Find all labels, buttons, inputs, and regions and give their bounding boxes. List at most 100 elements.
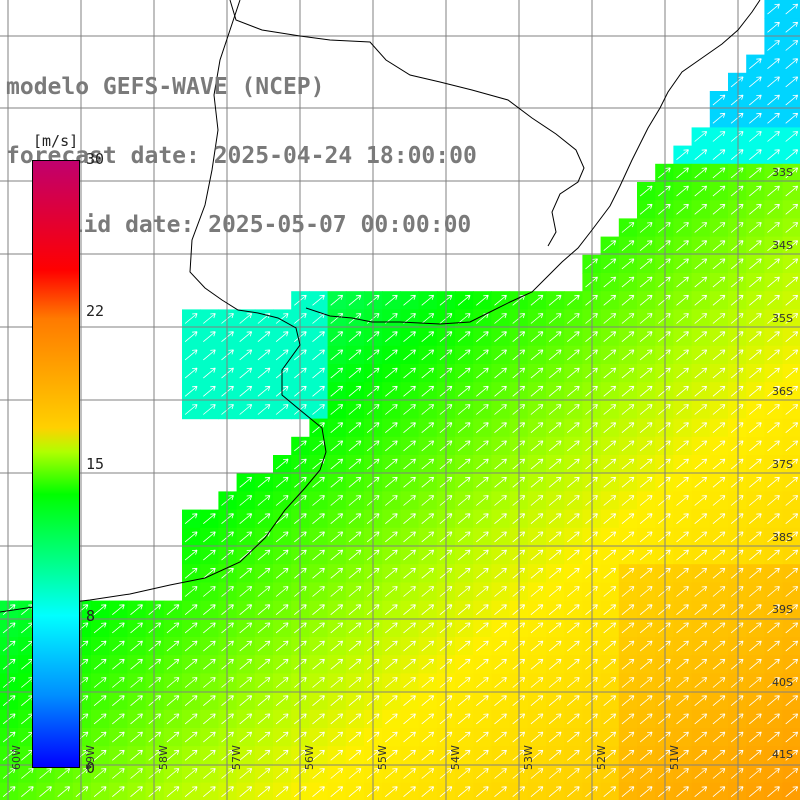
wind-arrow xyxy=(494,422,507,434)
field-cell xyxy=(418,491,438,511)
wind-arrow xyxy=(749,76,762,88)
wind-arrow xyxy=(730,495,744,506)
field-cell xyxy=(746,509,765,529)
field-cell xyxy=(746,400,765,420)
field-cell xyxy=(691,655,711,674)
field-cell xyxy=(600,455,620,474)
wind-arrow xyxy=(749,513,762,525)
wind-arrow xyxy=(603,349,617,361)
wind-arrow xyxy=(312,495,325,506)
field-cell xyxy=(182,564,201,583)
field-cell xyxy=(400,527,420,547)
field-cell xyxy=(418,546,438,565)
wind-arrow xyxy=(785,458,799,470)
wind-arrow xyxy=(730,458,744,470)
wind-arrow xyxy=(767,3,780,15)
wind-arrow xyxy=(275,749,289,761)
field-cell xyxy=(709,382,729,401)
wind-arrow xyxy=(421,640,435,652)
field-cell xyxy=(746,218,765,238)
field-cell xyxy=(309,418,329,438)
field-cell xyxy=(637,200,656,219)
wind-arrow xyxy=(712,476,726,488)
field-cell xyxy=(236,527,256,547)
field-cell xyxy=(600,345,620,365)
field-cell xyxy=(218,527,238,547)
field-cell xyxy=(709,436,729,456)
field-cell xyxy=(309,709,329,729)
wind-arrow xyxy=(785,349,799,361)
field-cell xyxy=(673,728,693,747)
wind-arrow xyxy=(257,567,271,579)
field-cell xyxy=(691,709,711,729)
wind-arrow xyxy=(421,313,435,324)
wind-arrow xyxy=(658,586,671,597)
field-cell xyxy=(182,655,201,674)
wind-arrow xyxy=(694,622,708,634)
wind-arrow xyxy=(203,622,216,634)
wind-arrow xyxy=(712,658,726,670)
wind-arrow xyxy=(530,731,544,743)
wind-arrow xyxy=(639,331,653,343)
wind-arrow xyxy=(567,422,580,434)
wind-arrow xyxy=(403,713,416,725)
field-cell xyxy=(200,728,219,747)
field-cell xyxy=(764,72,784,92)
field-cell xyxy=(746,600,765,620)
wind-arrow xyxy=(548,476,562,488)
wind-arrow xyxy=(548,549,562,561)
wind-arrow xyxy=(385,604,398,616)
wind-arrow xyxy=(403,531,416,543)
wind-arrow xyxy=(421,786,435,798)
field-cell xyxy=(345,527,365,547)
field-cell xyxy=(746,163,765,183)
field-cell xyxy=(691,345,711,365)
wind-arrow xyxy=(658,276,671,288)
lat-label-40s: 40S xyxy=(772,676,793,689)
field-cell xyxy=(291,673,310,693)
field-cell xyxy=(546,709,565,729)
field-cell xyxy=(746,764,765,784)
wind-arrow xyxy=(621,349,635,361)
wind-arrow xyxy=(676,440,689,452)
wind-arrow xyxy=(749,731,762,743)
wind-arrow xyxy=(275,549,289,561)
field-cell xyxy=(691,364,711,383)
wind-arrow xyxy=(785,604,799,616)
wind-arrow xyxy=(166,786,180,798)
field-cell xyxy=(455,436,474,456)
field-cell xyxy=(728,91,747,110)
wind-arrow xyxy=(785,40,799,51)
wind-arrow xyxy=(694,258,708,270)
wind-arrow xyxy=(730,167,744,179)
wind-arrow xyxy=(712,349,726,361)
field-cell xyxy=(618,382,638,401)
field-cell xyxy=(418,527,438,547)
field-cell xyxy=(637,691,656,711)
wind-arrow xyxy=(621,749,635,761)
field-cell xyxy=(527,327,547,347)
wind-arrow xyxy=(621,440,635,452)
field-cell xyxy=(109,618,128,638)
wind-arrow xyxy=(184,604,198,616)
field-cell xyxy=(291,382,310,401)
wind-arrow xyxy=(476,640,489,652)
field-cell xyxy=(309,637,329,656)
field-cell xyxy=(691,637,711,656)
wind-arrow xyxy=(312,404,325,415)
lat-label-38s: 38S xyxy=(772,531,793,544)
field-cell xyxy=(673,382,693,401)
field-cell xyxy=(600,691,620,711)
field-cell xyxy=(109,600,128,620)
wind-arrow xyxy=(330,677,344,688)
wind-arrow xyxy=(567,513,580,525)
wind-arrow xyxy=(348,768,362,779)
field-cell xyxy=(764,0,784,19)
field-cell xyxy=(637,309,656,329)
wind-arrow xyxy=(603,658,617,670)
wind-arrow xyxy=(749,131,762,142)
field-cell xyxy=(527,491,547,511)
wind-arrow xyxy=(476,367,489,379)
field-cell xyxy=(746,691,765,711)
field-cell xyxy=(764,127,784,147)
